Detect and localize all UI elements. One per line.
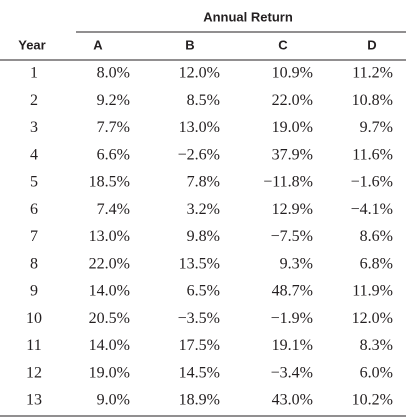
return-cell: 9.3% <box>280 255 313 272</box>
return-cell: 7.4% <box>97 201 130 218</box>
return-cell: 19.0% <box>272 119 313 136</box>
return-cell: −1.6% <box>351 174 393 191</box>
return-cell: −4.1% <box>351 201 393 218</box>
return-cell: 22.0% <box>272 92 313 109</box>
return-cell: 37.9% <box>272 146 313 163</box>
return-cell: 19.1% <box>272 337 313 354</box>
year-cell: 6 <box>30 201 38 218</box>
year-cell: 4 <box>30 146 38 163</box>
return-cell: 6.6% <box>97 146 130 163</box>
return-cell: 7.7% <box>97 119 130 136</box>
return-cell: 11.6% <box>352 146 393 163</box>
return-cell: 14.5% <box>179 364 220 381</box>
group-header: Annual Return <box>203 9 293 24</box>
year-cell: 12 <box>26 364 42 381</box>
return-cell: 13.5% <box>179 255 220 272</box>
return-cell: 8.6% <box>360 228 393 245</box>
return-cell: 18.9% <box>179 392 220 409</box>
return-cell: 19.0% <box>89 364 130 381</box>
year-cell: 2 <box>30 92 38 109</box>
return-cell: −7.5% <box>271 228 313 245</box>
column-header: Year <box>18 37 45 52</box>
return-cell: 9.8% <box>187 228 220 245</box>
return-cell: 43.0% <box>272 392 313 409</box>
return-cell: −11.8% <box>263 174 313 191</box>
return-cell: 22.0% <box>89 255 130 272</box>
return-cell: 8.3% <box>360 337 393 354</box>
return-cell: 10.9% <box>272 65 313 82</box>
return-cell: 17.5% <box>179 337 220 354</box>
return-cell: −1.9% <box>271 310 313 327</box>
return-cell: 20.5% <box>89 310 130 327</box>
return-cell: −3.5% <box>178 310 220 327</box>
return-cell: 12.0% <box>179 65 220 82</box>
return-cell: 11.9% <box>352 283 393 300</box>
return-cell: 10.8% <box>352 92 393 109</box>
return-cell: 18.5% <box>89 174 130 191</box>
column-header: B <box>185 37 194 52</box>
return-cell: 13.0% <box>89 228 130 245</box>
year-cell: 8 <box>30 255 38 272</box>
return-cell: 9.2% <box>97 92 130 109</box>
return-cell: 14.0% <box>89 337 130 354</box>
year-cell: 7 <box>30 228 38 245</box>
return-cell: 10.2% <box>352 392 393 409</box>
return-cell: 11.2% <box>352 65 393 82</box>
column-header: D <box>367 37 376 52</box>
year-cell: 1 <box>30 65 38 82</box>
year-cell: 11 <box>26 337 41 354</box>
year-cell: 13 <box>26 392 42 409</box>
return-cell: −3.4% <box>271 364 313 381</box>
return-cell: 9.0% <box>97 392 130 409</box>
return-cell: 6.8% <box>360 255 393 272</box>
return-cell: 8.0% <box>97 65 130 82</box>
return-cell: 6.0% <box>360 364 393 381</box>
year-cell: 5 <box>30 174 38 191</box>
year-cell: 9 <box>30 283 38 300</box>
return-cell: 7.8% <box>187 174 220 191</box>
return-cell: 14.0% <box>89 283 130 300</box>
year-cell: 3 <box>30 119 38 136</box>
return-cell: 6.5% <box>187 283 220 300</box>
year-cell: 10 <box>26 310 42 327</box>
return-cell: 3.2% <box>187 201 220 218</box>
return-cell: 48.7% <box>272 283 313 300</box>
return-cell: 12.0% <box>352 310 393 327</box>
column-header: A <box>93 37 103 52</box>
return-cell: 13.0% <box>179 119 220 136</box>
column-header: C <box>278 37 288 52</box>
return-cell: 12.9% <box>272 201 313 218</box>
return-cell: 8.5% <box>187 92 220 109</box>
return-cell: 9.7% <box>360 119 393 136</box>
return-cell: −2.6% <box>178 146 220 163</box>
